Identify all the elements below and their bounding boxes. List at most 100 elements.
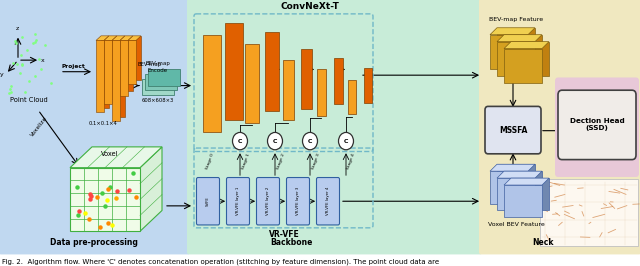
Text: VR-VFE: VR-VFE bbox=[269, 230, 300, 239]
Polygon shape bbox=[497, 164, 535, 197]
Text: SVFE: SVFE bbox=[206, 196, 210, 206]
Text: Project: Project bbox=[62, 64, 86, 69]
Polygon shape bbox=[301, 49, 312, 109]
Polygon shape bbox=[317, 69, 326, 116]
FancyBboxPatch shape bbox=[540, 179, 638, 246]
Polygon shape bbox=[128, 36, 141, 40]
Text: Stage 3: Stage 3 bbox=[311, 153, 321, 170]
FancyBboxPatch shape bbox=[0, 0, 190, 255]
Polygon shape bbox=[334, 58, 343, 104]
Polygon shape bbox=[140, 147, 162, 231]
Text: Dection Head
(SSD): Dection Head (SSD) bbox=[570, 118, 625, 131]
Polygon shape bbox=[497, 171, 542, 178]
Polygon shape bbox=[504, 35, 542, 69]
Text: Fig. 2.  Algorithm flow. Where 'C' denotes concatenation operation (stitching by: Fig. 2. Algorithm flow. Where 'C' denote… bbox=[2, 259, 439, 265]
Text: Data pre-processing: Data pre-processing bbox=[50, 238, 138, 247]
Polygon shape bbox=[225, 23, 243, 120]
Text: VR-VFE layer 1: VR-VFE layer 1 bbox=[236, 187, 240, 215]
Polygon shape bbox=[112, 36, 125, 40]
Text: z: z bbox=[16, 26, 19, 31]
Text: Backbone: Backbone bbox=[270, 238, 312, 247]
Polygon shape bbox=[120, 40, 128, 96]
Text: Encode: Encode bbox=[148, 68, 168, 73]
Polygon shape bbox=[497, 178, 535, 210]
Polygon shape bbox=[145, 74, 177, 90]
FancyBboxPatch shape bbox=[479, 0, 640, 255]
Text: Point Cloud: Point Cloud bbox=[10, 97, 48, 103]
Text: Neck: Neck bbox=[532, 238, 554, 247]
Polygon shape bbox=[203, 35, 221, 132]
FancyBboxPatch shape bbox=[287, 177, 310, 225]
FancyBboxPatch shape bbox=[485, 106, 541, 154]
FancyBboxPatch shape bbox=[558, 90, 636, 160]
Polygon shape bbox=[511, 178, 549, 210]
Polygon shape bbox=[348, 80, 356, 114]
Circle shape bbox=[303, 132, 317, 150]
Polygon shape bbox=[104, 40, 112, 104]
Text: y: y bbox=[0, 72, 4, 77]
FancyBboxPatch shape bbox=[317, 177, 339, 225]
Polygon shape bbox=[117, 36, 125, 117]
Polygon shape bbox=[112, 40, 120, 122]
Polygon shape bbox=[70, 147, 162, 168]
Text: Voxel BEV Feature: Voxel BEV Feature bbox=[488, 222, 545, 227]
Text: Stage 4: Stage 4 bbox=[346, 153, 356, 170]
Polygon shape bbox=[497, 35, 542, 42]
Polygon shape bbox=[490, 164, 535, 171]
Text: Voxelize: Voxelize bbox=[30, 115, 49, 138]
Text: BEV-map Feature: BEV-map Feature bbox=[489, 17, 543, 22]
Polygon shape bbox=[497, 42, 535, 76]
Polygon shape bbox=[101, 36, 109, 107]
FancyBboxPatch shape bbox=[187, 0, 482, 255]
Text: ConvNeXt-T: ConvNeXt-T bbox=[280, 2, 339, 11]
Polygon shape bbox=[148, 69, 180, 86]
Text: C: C bbox=[237, 139, 243, 144]
FancyBboxPatch shape bbox=[555, 77, 639, 177]
Text: 0.1×0.1×4: 0.1×0.1×4 bbox=[88, 121, 117, 126]
Circle shape bbox=[339, 132, 353, 150]
Text: Stage 2: Stage 2 bbox=[276, 153, 286, 170]
Text: C: C bbox=[308, 139, 312, 144]
Circle shape bbox=[268, 132, 282, 150]
Text: BEV-map: BEV-map bbox=[137, 62, 161, 67]
Polygon shape bbox=[504, 171, 542, 203]
Polygon shape bbox=[511, 42, 549, 76]
Polygon shape bbox=[504, 49, 542, 83]
Polygon shape bbox=[504, 42, 549, 49]
Polygon shape bbox=[490, 171, 528, 203]
Polygon shape bbox=[283, 60, 294, 120]
FancyBboxPatch shape bbox=[257, 177, 280, 225]
Text: Stage 1: Stage 1 bbox=[241, 153, 251, 170]
Polygon shape bbox=[96, 40, 104, 112]
Polygon shape bbox=[70, 168, 140, 231]
Polygon shape bbox=[364, 68, 372, 103]
Polygon shape bbox=[128, 40, 136, 84]
Text: Voxel: Voxel bbox=[101, 151, 119, 157]
Text: x: x bbox=[41, 59, 45, 64]
Polygon shape bbox=[109, 36, 117, 99]
Text: C: C bbox=[273, 139, 277, 144]
FancyBboxPatch shape bbox=[227, 177, 250, 225]
Polygon shape bbox=[125, 36, 133, 91]
Text: VR-VFE layer 3: VR-VFE layer 3 bbox=[296, 187, 300, 215]
Polygon shape bbox=[104, 36, 117, 40]
Polygon shape bbox=[504, 185, 542, 217]
Text: VR-VFE layer 2: VR-VFE layer 2 bbox=[266, 187, 270, 215]
Polygon shape bbox=[497, 28, 535, 63]
Text: 608×608×3: 608×608×3 bbox=[142, 98, 174, 103]
Polygon shape bbox=[265, 32, 279, 111]
Polygon shape bbox=[504, 178, 549, 185]
Polygon shape bbox=[490, 28, 535, 35]
FancyBboxPatch shape bbox=[196, 177, 220, 225]
Polygon shape bbox=[142, 79, 174, 95]
Text: BEV-map: BEV-map bbox=[145, 61, 170, 66]
Polygon shape bbox=[490, 35, 528, 69]
Text: Stage 0: Stage 0 bbox=[205, 153, 215, 170]
Circle shape bbox=[232, 132, 248, 150]
Polygon shape bbox=[133, 36, 141, 80]
Text: VR-VFE layer 4: VR-VFE layer 4 bbox=[326, 187, 330, 215]
Text: MSSFA: MSSFA bbox=[499, 126, 527, 135]
Polygon shape bbox=[245, 44, 259, 123]
Polygon shape bbox=[96, 36, 109, 40]
Text: C: C bbox=[344, 139, 348, 144]
